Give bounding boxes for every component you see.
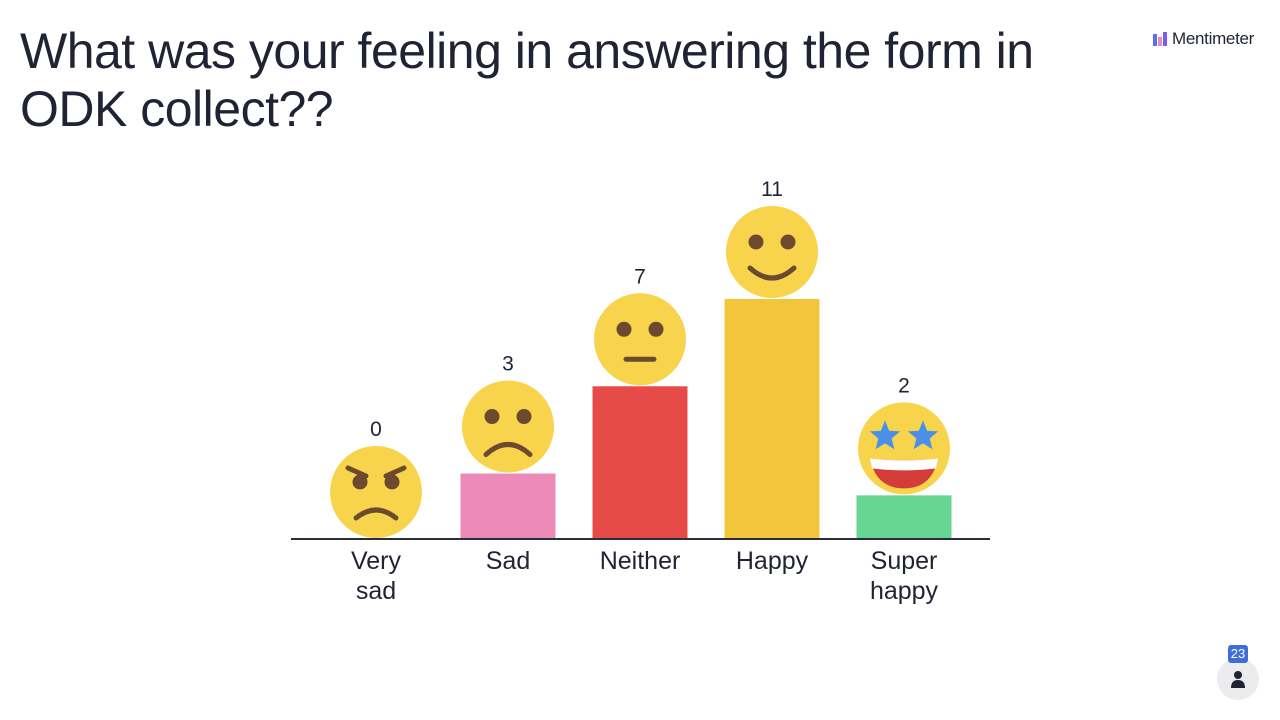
person-icon [1231,671,1245,688]
value-label-4: 11 [761,178,783,201]
frowning-face-2-icon [462,380,554,473]
bar-2 [460,473,556,539]
bar-4 [724,299,820,539]
value-label-5: 2 [898,374,910,397]
category-label-1-line-1: Very [351,547,402,575]
bar-5 [856,495,952,539]
value-label-3: 7 [634,265,646,288]
category-label-3: Neither [600,547,681,575]
category-label-5-line-2: happy [870,577,939,605]
brand-name: Mentimeter [1172,29,1255,48]
mentimeter-logo-icon [1153,32,1167,46]
participants-indicator[interactable]: 23 [1217,645,1259,700]
bar-3 [592,386,688,539]
question-title: What was your feeling in answering the f… [20,23,1034,137]
value-label-2: 3 [502,353,514,376]
neutral-face-3-icon [594,293,686,386]
category-label-5-line-1: Super [871,547,938,575]
brand-logo: Mentimeter [1153,28,1254,50]
smiling-face-4-icon [726,206,818,298]
participants-button[interactable] [1217,658,1259,700]
value-label-1: 0 [370,418,382,441]
category-label-4: Happy [736,547,809,575]
category-label-1-line-2: sad [356,577,396,605]
angry-face-1-icon [330,446,422,538]
category-label-2: Sad [486,547,530,575]
participant-count-badge: 23 [1228,645,1248,663]
star-struck-face-5-icon [858,402,950,495]
